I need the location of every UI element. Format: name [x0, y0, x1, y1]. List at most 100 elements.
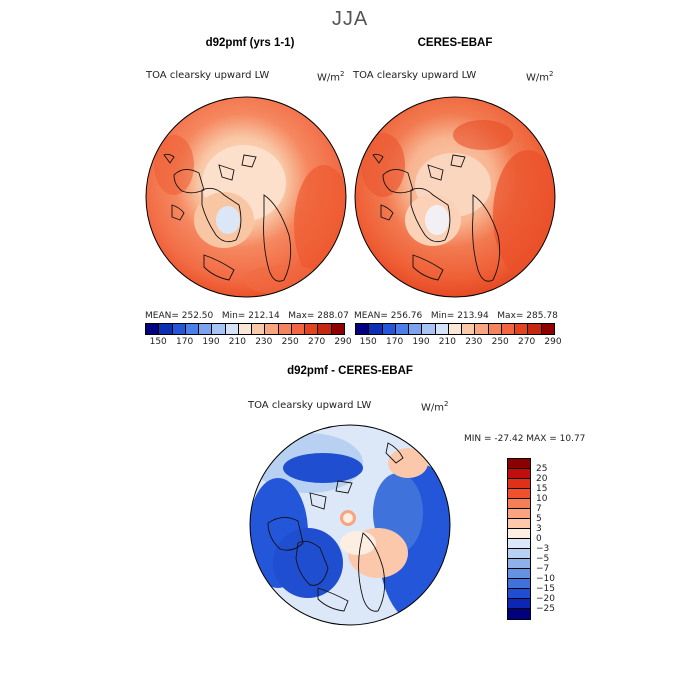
diff-polar-map [249, 424, 451, 626]
colorbar-tick-label: 190 [412, 337, 430, 347]
model-stats: MEAN= 252.50 Min= 212.14 Max= 288.07 [145, 311, 349, 321]
colorbar-tick-label: −20 [536, 594, 555, 604]
colorbar-tick-label: 270 [518, 337, 536, 347]
colorbar-swatch [369, 324, 383, 334]
colorbar-swatch [146, 324, 160, 334]
obs-stats: MEAN= 256.76 Min= 213.94 Max= 285.78 [354, 311, 558, 321]
model-panel-title: d92pmf (yrs 1-1) [205, 37, 295, 49]
colorbar-tick-label: −15 [536, 584, 555, 594]
colorbar-swatch [508, 519, 530, 529]
colorbar-tick-label: 190 [202, 337, 220, 347]
colorbar-tick-label: 10 [536, 494, 548, 504]
obs-panel-title: CERES-EBAF [417, 37, 493, 49]
colorbar-swatch [488, 324, 502, 334]
colorbar-swatch [475, 324, 489, 334]
diff-panel-title: d92pmf - CERES-EBAF [287, 365, 413, 377]
colorbar-swatch [172, 324, 186, 334]
colorbar-swatch [508, 529, 530, 539]
colorbar-swatch [508, 609, 530, 619]
obs-max: Max= 285.78 [497, 311, 558, 321]
diff-units-label: W/m2 [421, 400, 449, 414]
colorbar-tick-label: 290 [544, 337, 562, 347]
colorbar-tick-label: 250 [281, 337, 299, 347]
colorbar-tick-label: 15 [536, 484, 548, 494]
colorbar-swatch [508, 509, 530, 519]
colorbar-tick-label: −10 [536, 574, 555, 584]
colorbar-swatch [508, 569, 530, 579]
diff-minmax: MIN = -27.42 MAX = 10.77 [464, 434, 586, 444]
model-max: Max= 288.07 [288, 311, 349, 321]
colorbar-swatch [462, 324, 476, 334]
obs-polar-map [354, 96, 556, 298]
colorbar-swatch [508, 539, 530, 549]
colorbar-swatch [252, 324, 266, 334]
model-variable-label: TOA clearsky upward LW [146, 70, 270, 81]
obs-variable-label: TOA clearsky upward LW [353, 70, 477, 81]
colorbar-swatch [508, 589, 530, 599]
colorbar-swatch [508, 559, 530, 569]
colorbar-tick-label: 230 [255, 337, 273, 347]
colorbar-swatch [291, 324, 306, 334]
colorbar-swatch [185, 324, 200, 334]
colorbar-swatch [541, 324, 554, 334]
colorbar-tick-label: 150 [359, 337, 377, 347]
colorbar-swatch [238, 324, 253, 334]
colorbar-swatch [515, 324, 529, 334]
obs-min: Min= 213.94 [430, 311, 489, 321]
colorbar-tick-label: 250 [491, 337, 509, 347]
colorbar-swatch [278, 324, 292, 334]
model-colorbar [145, 323, 345, 335]
colorbar-swatch [508, 549, 530, 559]
colorbar-swatch [199, 324, 213, 334]
obs-colorbar [355, 323, 555, 335]
colorbar-swatch [395, 324, 410, 334]
colorbar-tick-label: 7 [536, 504, 542, 514]
colorbar-swatch [508, 489, 530, 499]
model-min: Min= 212.14 [221, 311, 280, 321]
colorbar-swatch [501, 324, 516, 334]
colorbar-swatch [508, 479, 530, 489]
diff-colorbar-ticks: 25 20 15 10 7 5 3 0 −3 −5 −7 −10 −15 −20 −25 [536, 458, 576, 620]
colorbar-tick-label: 0 [536, 534, 542, 544]
colorbar-tick-label: 170 [386, 337, 404, 347]
colorbar-swatch [265, 324, 279, 334]
colorbar-swatch [528, 324, 542, 334]
colorbar-tick-label: 270 [308, 337, 326, 347]
colorbar-swatch [508, 499, 530, 509]
colorbar-swatch [159, 324, 173, 334]
colorbar-swatch [508, 469, 530, 479]
model-polar-map [145, 96, 347, 298]
colorbar-swatch [508, 599, 530, 609]
colorbar-tick-label: 230 [465, 337, 483, 347]
colorbar-tick-label: −5 [536, 554, 550, 564]
colorbar-tick-label: 5 [536, 514, 542, 524]
obs-units-label: W/m2 [526, 70, 554, 84]
colorbar-swatch [508, 459, 530, 469]
colorbar-swatch [448, 324, 463, 334]
colorbar-tick-label: 150 [149, 337, 167, 347]
colorbar-swatch [225, 324, 239, 334]
colorbar-tick-label: 210 [228, 337, 246, 347]
colorbar-swatch [382, 324, 396, 334]
colorbar-tick-label: 20 [536, 474, 548, 484]
obs-colorbar-ticks: 150 170 190 210 230 250 270 290 [355, 337, 562, 349]
colorbar-swatch [331, 324, 344, 334]
colorbar-tick-label: 170 [176, 337, 194, 347]
model-units-label: W/m2 [317, 70, 345, 84]
colorbar-tick-label: −25 [536, 604, 555, 614]
colorbar-tick-label: 25 [536, 464, 548, 474]
colorbar-swatch [435, 324, 449, 334]
model-mean: MEAN= 252.50 [145, 311, 214, 321]
colorbar-swatch [508, 579, 530, 589]
colorbar-swatch [409, 324, 423, 334]
colorbar-swatch [212, 324, 226, 334]
colorbar-tick-label: 210 [438, 337, 456, 347]
colorbar-swatch [422, 324, 436, 334]
diff-variable-label: TOA clearsky upward LW [248, 400, 372, 411]
colorbar-tick-label: 290 [334, 337, 352, 347]
colorbar-tick-label: 3 [536, 524, 542, 534]
season-title: JJA [331, 8, 369, 30]
colorbar-swatch [318, 324, 332, 334]
diff-colorbar [507, 458, 531, 620]
colorbar-tick-label: −7 [536, 564, 550, 574]
